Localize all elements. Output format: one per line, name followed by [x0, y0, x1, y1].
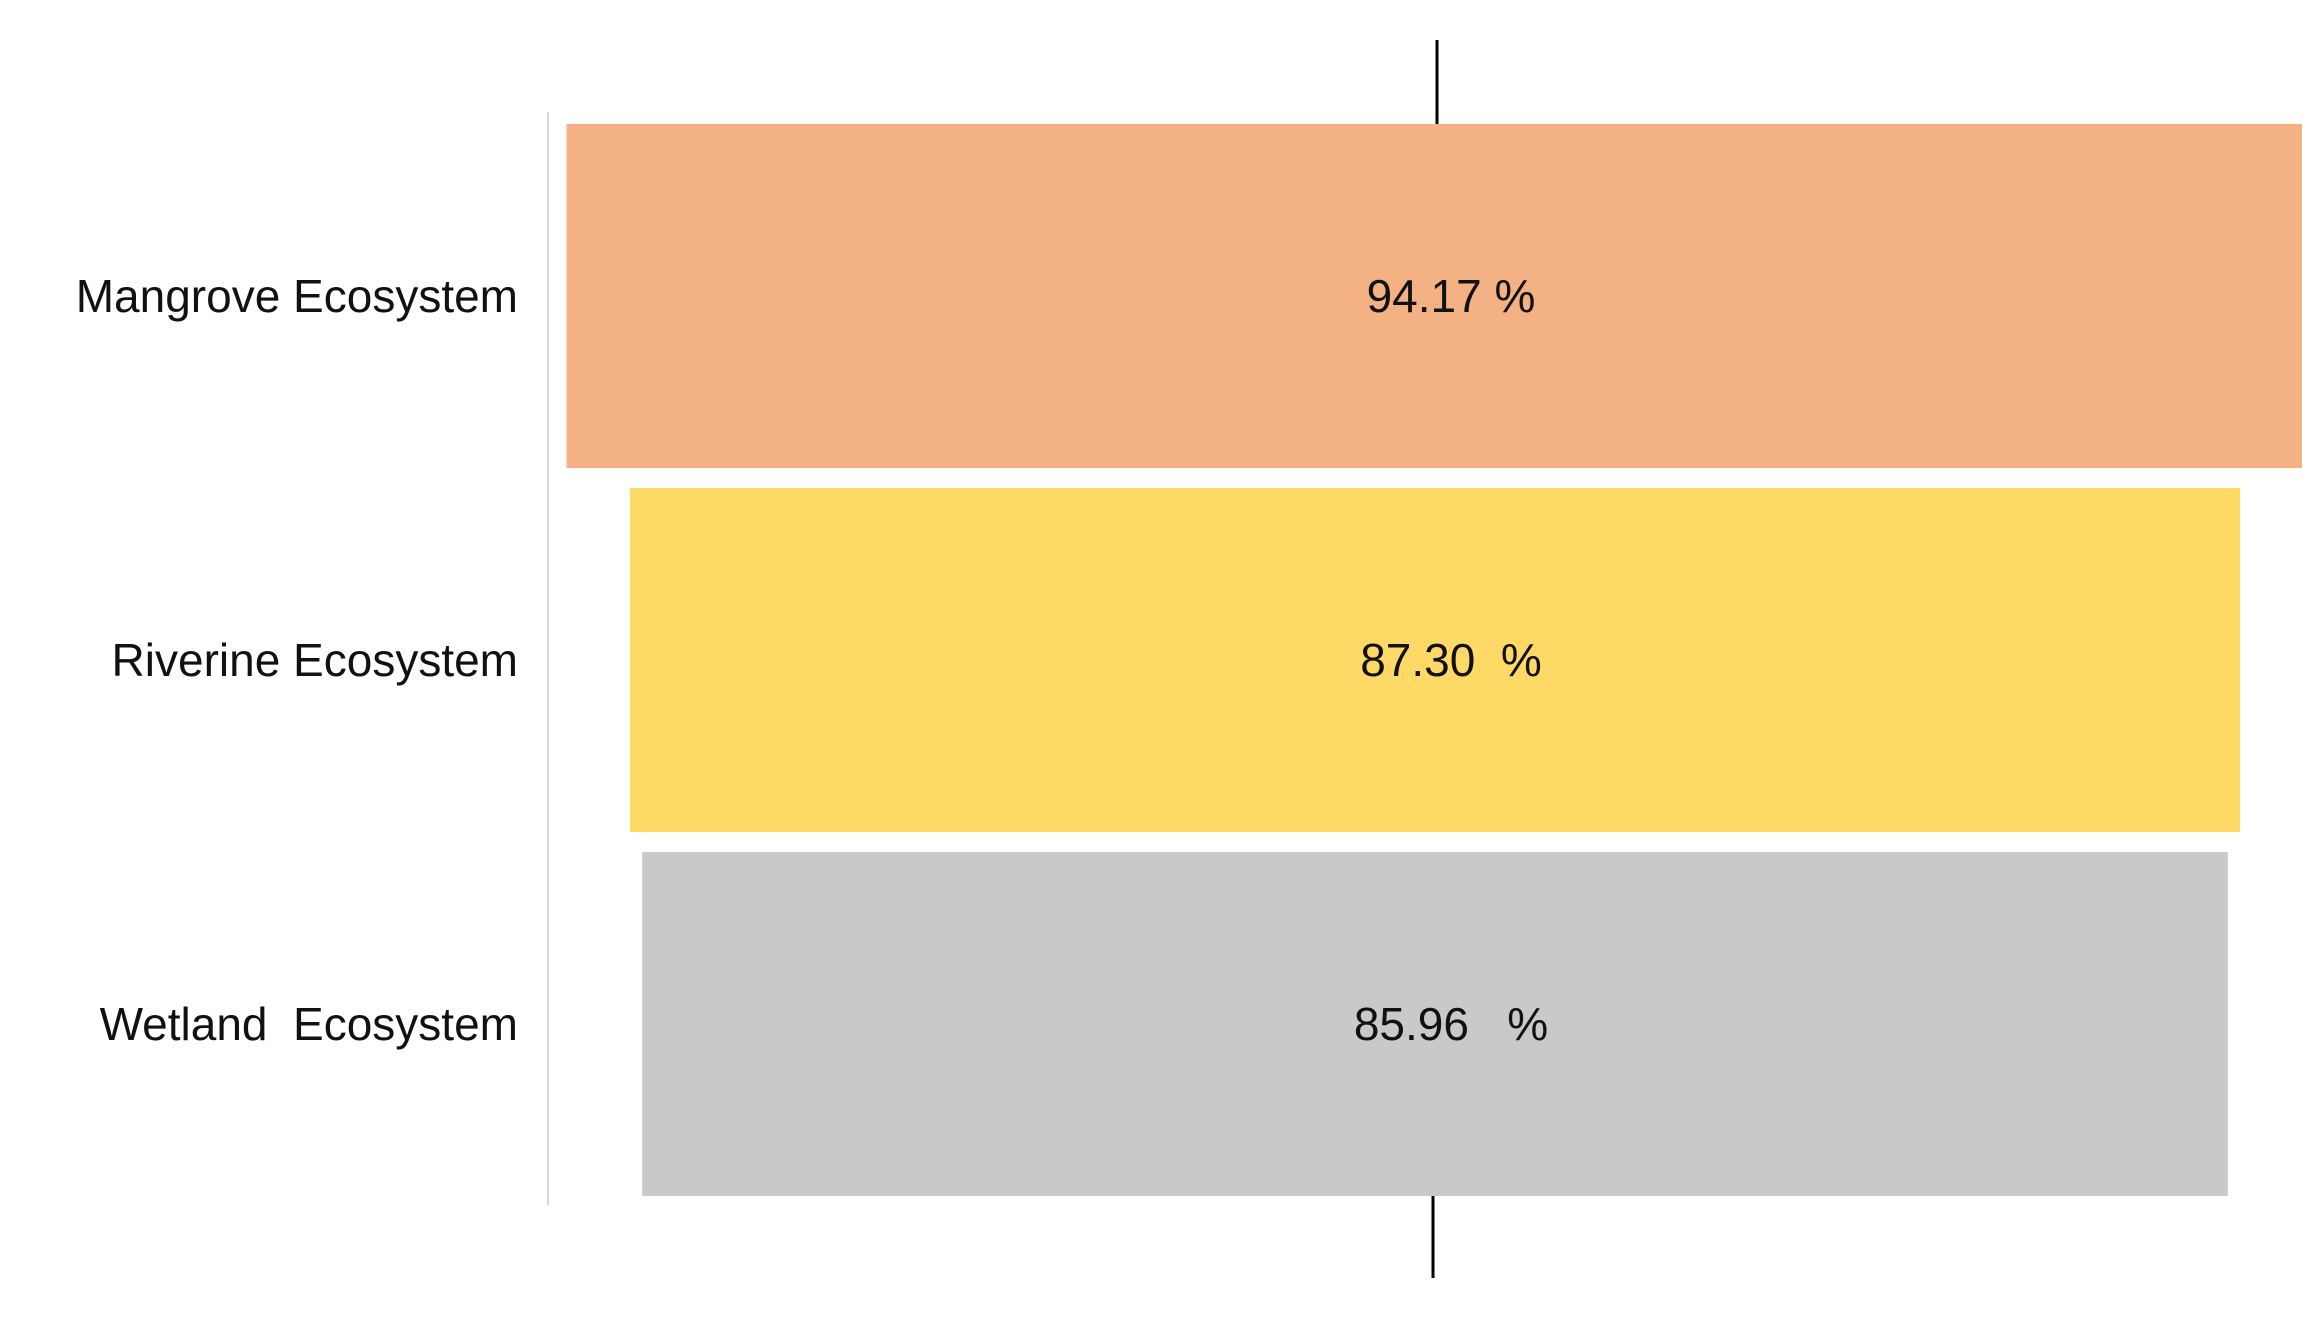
bars-group: 94.17 % Mangrove Ecosystem 87.30 % Riverine…	[76, 124, 2302, 1196]
data-label-2: 87.30 %	[1360, 634, 1542, 686]
bar-2	[629, 488, 2241, 832]
data-label-3: 85.96 %	[1354, 998, 1548, 1050]
category-label-3: Wetland Ecosystem	[100, 998, 518, 1050]
category-label-2: Riverine Ecosystem	[112, 634, 518, 686]
category-label-1: Mangrove Ecosystem	[76, 270, 518, 322]
bar-3	[642, 852, 2228, 1196]
data-label-1: 94.17 %	[1367, 270, 1536, 322]
bar-1	[566, 124, 2302, 468]
